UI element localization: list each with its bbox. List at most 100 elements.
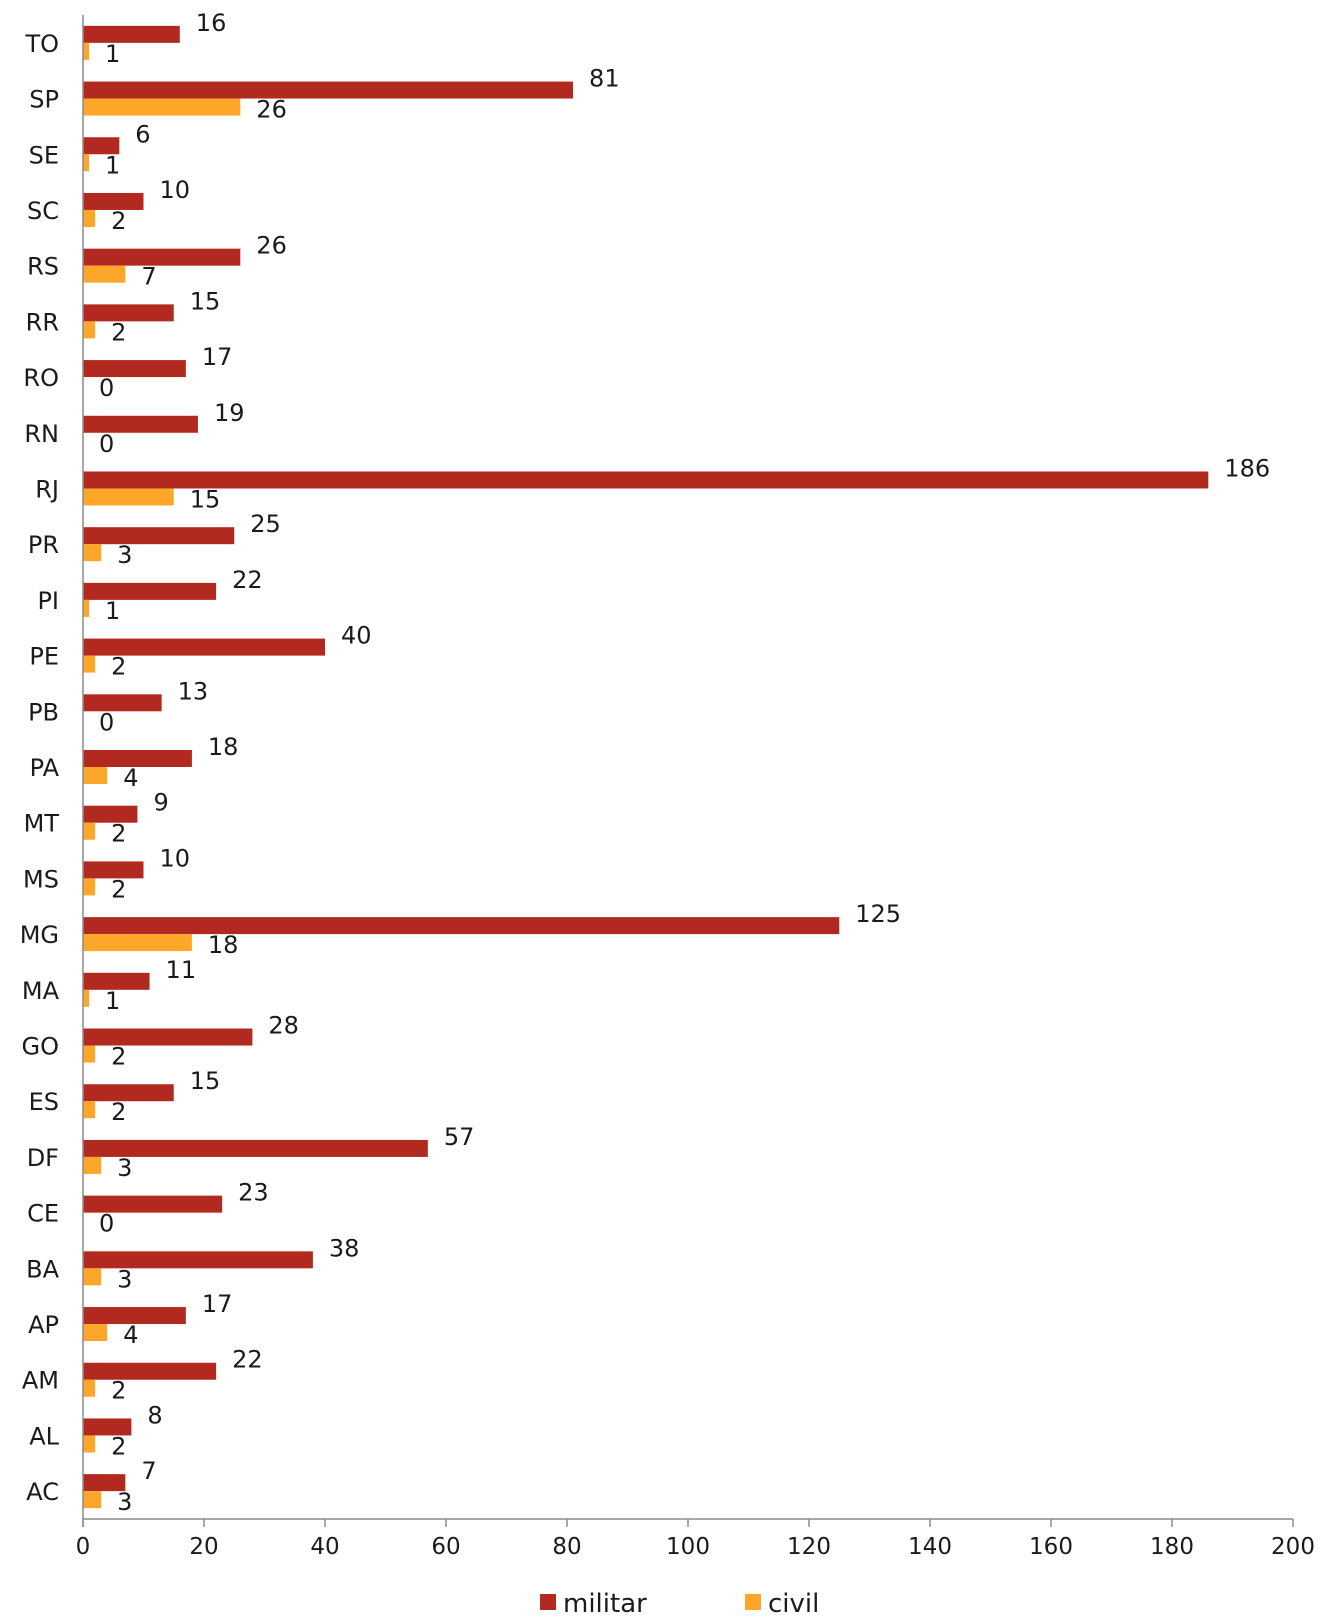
bar-militar	[83, 192, 144, 210]
data-label-civil: 3	[117, 1154, 132, 1182]
data-label-militar: 38	[329, 1234, 360, 1262]
data-label-militar: 17	[202, 343, 233, 371]
data-label-civil: 0	[99, 430, 114, 458]
data-label-militar: 125	[855, 900, 901, 928]
bar-civil	[83, 822, 96, 840]
bar-civil	[83, 1156, 102, 1174]
data-label-civil: 2	[111, 1432, 126, 1460]
bar-civil	[83, 655, 96, 673]
legend-label-civil: civil	[768, 1589, 819, 1619]
bar-militar	[83, 694, 162, 712]
bar-civil	[83, 1268, 102, 1286]
bar-militar	[83, 1195, 223, 1213]
category-label: RJ	[35, 475, 59, 503]
data-label-militar: 28	[268, 1012, 299, 1040]
data-label-civil: 15	[190, 485, 221, 513]
bar-militar	[83, 1139, 428, 1157]
data-label-civil: 2	[111, 1098, 126, 1126]
data-label-militar: 10	[160, 844, 191, 872]
bar-civil	[83, 42, 90, 60]
data-label-militar: 23	[238, 1179, 269, 1207]
category-label: SC	[27, 197, 59, 225]
category-label: AM	[22, 1367, 59, 1395]
data-label-civil: 1	[105, 40, 120, 68]
data-label-civil: 3	[117, 541, 132, 569]
category-label: DF	[27, 1144, 59, 1172]
data-label-militar: 40	[341, 622, 372, 650]
data-label-militar: 7	[141, 1457, 156, 1485]
x-tick-label: 200	[1271, 1534, 1315, 1560]
data-label-civil: 2	[111, 875, 126, 903]
data-label-civil: 1	[105, 151, 120, 179]
bar-militar	[83, 137, 120, 155]
bar-civil	[83, 544, 102, 562]
data-label-militar: 26	[256, 232, 287, 260]
x-tick-label: 80	[552, 1534, 581, 1560]
data-label-militar: 186	[1224, 454, 1270, 482]
data-label-civil: 2	[111, 820, 126, 848]
bar-militar	[83, 304, 174, 322]
bar-civil	[83, 98, 241, 116]
data-label-civil: 2	[111, 1043, 126, 1071]
x-tick-label: 20	[189, 1534, 218, 1560]
bar-militar	[83, 415, 198, 433]
bar-militar	[83, 1251, 313, 1269]
data-label-civil: 3	[117, 1488, 132, 1516]
bar-militar	[83, 638, 325, 656]
bar-militar	[83, 972, 150, 990]
data-label-militar: 81	[589, 65, 620, 93]
legend-label-militar: militar	[563, 1589, 647, 1619]
data-label-militar: 22	[232, 1346, 263, 1374]
bar-civil	[83, 321, 96, 339]
data-label-militar: 8	[147, 1401, 162, 1429]
category-label: RS	[27, 253, 59, 281]
category-label: AL	[29, 1422, 59, 1450]
bar-civil	[83, 154, 90, 172]
data-label-militar: 57	[444, 1123, 475, 1151]
x-tick-label: 40	[310, 1534, 339, 1560]
bar-civil	[83, 989, 90, 1007]
bar-civil	[83, 265, 126, 283]
bar-militar	[83, 527, 235, 545]
category-label: BA	[26, 1255, 59, 1283]
category-label: RR	[26, 308, 59, 336]
data-label-militar: 17	[202, 1290, 233, 1318]
category-label: MT	[24, 810, 60, 838]
category-label: GO	[22, 1033, 60, 1061]
data-label-civil: 0	[99, 708, 114, 736]
data-label-militar: 22	[232, 566, 263, 594]
bar-civil	[83, 767, 108, 784]
bar-civil	[83, 1491, 102, 1509]
bar-militar	[83, 917, 840, 935]
data-label-militar: 13	[178, 677, 209, 705]
category-label: TO	[24, 30, 59, 58]
data-label-militar: 16	[196, 9, 227, 37]
bar-militar	[83, 25, 180, 43]
data-label-militar: 18	[208, 733, 239, 761]
data-label-civil: 4	[123, 1321, 138, 1349]
data-label-militar: 15	[190, 287, 221, 315]
data-label-civil: 4	[123, 764, 138, 792]
bar-militar	[83, 1307, 186, 1325]
category-label: PE	[29, 643, 59, 671]
data-label-civil: 2	[111, 1377, 126, 1405]
category-label: AC	[26, 1478, 59, 1506]
category-labels-layer: TO SP SE SC RS RR RO RN RJ PR PI PE PB PA MT MS MG MA GO ES…	[20, 30, 60, 1506]
category-label: MG	[20, 921, 59, 949]
bar-militar	[83, 1362, 217, 1380]
data-label-civil: 0	[99, 374, 114, 402]
bar-civil	[83, 1379, 96, 1397]
category-label: MA	[22, 977, 60, 1005]
x-tick-label: 60	[431, 1534, 460, 1560]
bar-militar	[83, 750, 192, 767]
data-label-civil: 0	[99, 1210, 114, 1238]
bar-civil	[83, 488, 174, 506]
bar-militar	[83, 582, 217, 600]
bar-civil	[83, 934, 192, 952]
bar-civil	[83, 599, 90, 617]
bar-civil	[83, 878, 96, 896]
category-label: SE	[29, 141, 59, 169]
category-label: PB	[28, 698, 59, 726]
bar-militar	[83, 81, 574, 99]
